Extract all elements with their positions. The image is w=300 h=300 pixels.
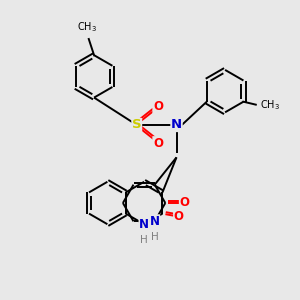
Text: H: H xyxy=(151,232,159,242)
Text: O: O xyxy=(174,210,184,223)
Text: O: O xyxy=(153,100,163,113)
Text: N: N xyxy=(139,218,149,231)
Text: S: S xyxy=(132,118,142,131)
Text: CH$_3$: CH$_3$ xyxy=(260,98,280,112)
Text: N: N xyxy=(150,215,160,228)
Text: CH$_3$: CH$_3$ xyxy=(77,20,97,34)
Text: N: N xyxy=(171,118,182,131)
Text: O: O xyxy=(153,137,163,150)
Text: H: H xyxy=(140,235,148,244)
Text: O: O xyxy=(179,196,190,209)
